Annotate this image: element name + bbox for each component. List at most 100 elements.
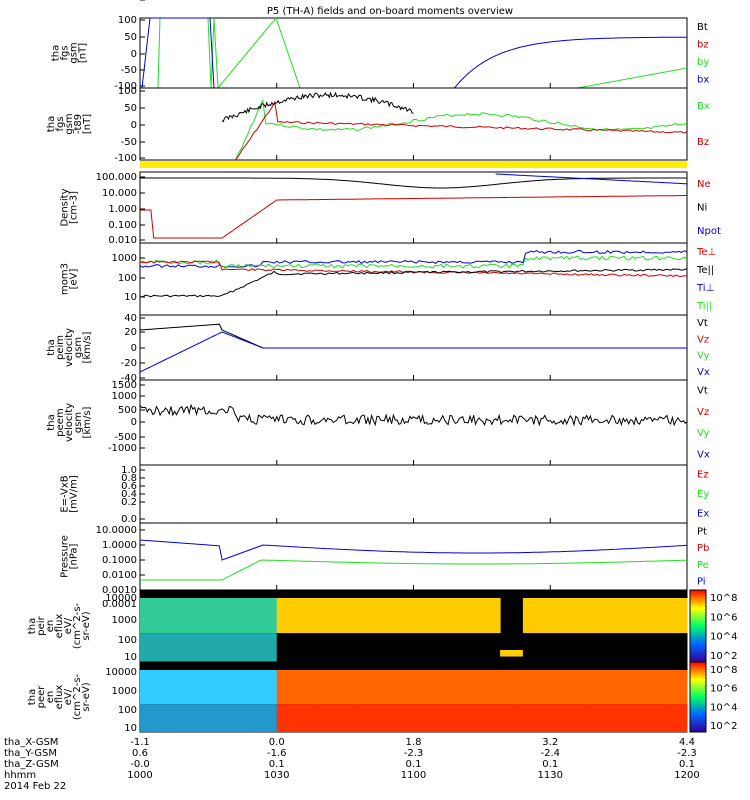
ephem-value: -2.3	[677, 748, 697, 759]
spectro-cell	[372, 598, 378, 634]
ephem-value: 1130	[538, 770, 563, 781]
y-tick-label: 10.0000	[96, 525, 137, 536]
ephem-label: tha_X-GSM	[4, 737, 58, 748]
spectro-cell	[545, 670, 551, 705]
spectro-cell	[655, 670, 661, 705]
spectro-cell	[181, 633, 187, 662]
spectro-cell	[614, 670, 620, 705]
spectro-cell	[149, 633, 155, 662]
spectro-cell	[294, 598, 301, 634]
spectro-cell	[445, 633, 451, 662]
spectro-cell	[299, 670, 305, 705]
spectro-cell	[645, 598, 652, 634]
spectro-cell	[331, 633, 337, 662]
spectro-cell	[532, 670, 538, 705]
ephem-value: 1200	[674, 770, 699, 781]
y-tick-label: 0	[131, 343, 137, 354]
colorbar-tick: 10^8	[710, 665, 737, 676]
ylabel-line: tha	[51, 45, 62, 61]
spectro-cell	[336, 633, 342, 662]
spectro-cell	[244, 633, 250, 662]
spectro-cell	[358, 598, 364, 634]
spectro-cell	[304, 670, 310, 705]
panel-ylabel: mom3[eV]	[60, 263, 80, 295]
spectro-cell	[659, 598, 665, 634]
ylabel-line: mom3	[60, 263, 71, 295]
spectro-cell	[563, 704, 569, 732]
spectro-cell	[427, 633, 433, 662]
spectro-cell	[413, 633, 419, 662]
spectro-cell	[513, 704, 519, 732]
ylabel-line: eflux	[54, 685, 65, 710]
spectro-cell	[568, 633, 574, 662]
ephem-value: -1.1	[130, 737, 150, 748]
spectro-cell	[317, 704, 323, 732]
spectro-cell	[276, 704, 282, 732]
spectro-cell	[418, 633, 424, 662]
spectro-cell	[171, 704, 177, 732]
spectro-cell	[636, 670, 642, 705]
spectro-cell	[153, 598, 159, 634]
series-Pb	[139, 539, 688, 561]
spectro-cell	[509, 650, 515, 657]
panel-p10: thapeerenefluxeV/(cm^2-s-sr-eV) 10000 1000…	[27, 661, 688, 734]
spectro-cell	[527, 598, 533, 634]
ephem-value: 1.8	[406, 737, 422, 748]
colorbar-tick: 10^4	[710, 632, 737, 643]
spectro-cell	[468, 670, 474, 705]
spectro-cell	[463, 633, 469, 662]
spectro-cell	[650, 598, 656, 634]
spectro-cell	[655, 598, 661, 634]
spectro-cell	[167, 670, 173, 705]
panel-ylabel: thapeerenefluxeV/(cm^2-s-sr-eV)	[27, 673, 92, 720]
spectro-cell	[194, 704, 200, 732]
spectro-cell	[363, 704, 369, 732]
ylabel-line: [cm-3]	[69, 191, 80, 224]
spectro-cell	[185, 704, 191, 732]
legend-Pe: Pe	[697, 560, 709, 571]
y-tick-label: 0	[131, 49, 137, 60]
spectro-cell	[281, 670, 287, 705]
spectro-cell	[181, 670, 187, 705]
spectro-cell	[422, 633, 428, 662]
spectro-cell	[650, 633, 656, 662]
spectro-cell	[427, 670, 433, 705]
spectro-cell	[349, 704, 355, 732]
spectro-cell	[153, 670, 159, 705]
legend-Bt: Bt	[697, 22, 708, 33]
ephem-label: tha_Z-GSM	[4, 759, 59, 770]
ylabel-line: [eV]	[69, 269, 80, 290]
spectro-cell	[386, 704, 392, 732]
spectro-cell	[176, 704, 182, 732]
spectro-cell	[381, 670, 387, 705]
y-tick-label: 0.0100	[102, 570, 137, 581]
spectro-cell	[645, 633, 652, 662]
spectro-cell	[258, 598, 264, 634]
panel-p1: thafgsgsm[nT] 100 50 0 -50 -100 Bt bz by bx	[51, 15, 710, 92]
spectro-cell	[176, 598, 182, 634]
spectro-cell	[336, 704, 342, 732]
spectro-cell	[208, 633, 214, 662]
spectro-cell	[604, 704, 611, 732]
y-tick-label: 40	[124, 313, 137, 324]
spectro-cell	[377, 633, 383, 662]
spectro-cell	[226, 633, 232, 662]
spectro-cell	[149, 670, 155, 705]
spectro-cell	[468, 633, 474, 662]
spectro-cell	[668, 633, 674, 662]
ylabel-line: tha	[46, 414, 57, 430]
spectro-cell	[459, 670, 465, 705]
legend-Pb: Pb	[697, 543, 709, 554]
spectro-cell	[231, 704, 237, 732]
y-tick-label: 0.100	[108, 220, 137, 231]
spectro-cell	[459, 633, 465, 662]
spectro-cell	[454, 633, 460, 662]
ylabel-line: peem	[55, 408, 66, 436]
spectro-cell	[249, 633, 255, 662]
legend-Ne: Ne	[697, 179, 711, 190]
panel-ylabel: thafgsgsm-t89[nT]	[46, 113, 93, 134]
spectro-cell	[226, 704, 232, 732]
spectro-cell	[495, 633, 501, 662]
spectro-cell	[263, 670, 269, 705]
